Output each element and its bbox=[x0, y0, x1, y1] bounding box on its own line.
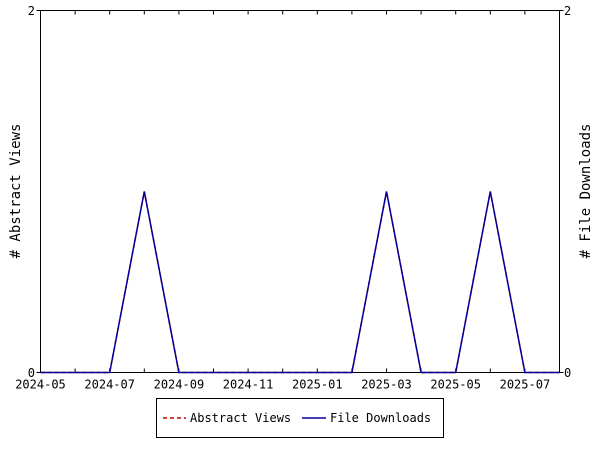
x-tick-label-2024-05: 2024-05 bbox=[15, 378, 66, 392]
x-tick-label-2024-07: 2024-07 bbox=[84, 378, 135, 392]
x-tick-label-2025-05: 2025-05 bbox=[430, 378, 481, 392]
x-tick-label-2025-07: 2025-07 bbox=[500, 378, 551, 392]
series-line-file-downloads bbox=[40, 191, 560, 374]
plot-area-frame bbox=[40, 10, 560, 373]
y-axis-ticks bbox=[36, 10, 564, 373]
y-right-tick-bottom: 0 bbox=[564, 366, 571, 380]
x-tick-label-2024-09: 2024-09 bbox=[154, 378, 205, 392]
x-axis-ticks bbox=[40, 10, 560, 373]
y-right-tick-top: 2 bbox=[564, 4, 571, 18]
y-left-tick-top: 2 bbox=[28, 4, 35, 18]
series-lines bbox=[40, 191, 560, 374]
legend-box bbox=[156, 398, 444, 438]
y-right-axis-title: # File Downloads bbox=[578, 124, 594, 259]
legend-label-file-downloads: File Downloads bbox=[330, 411, 431, 425]
x-axis-tick-labels: 2024-05 2024-07 2024-09 2024-11 2025-01 2025-… bbox=[15, 378, 550, 392]
x-tick-label-2025-01: 2025-01 bbox=[292, 378, 343, 392]
legend-label-abstract-views: Abstract Views bbox=[190, 411, 291, 425]
series-line-abstract-views bbox=[40, 191, 560, 374]
x-tick-label-2025-03: 2025-03 bbox=[361, 378, 412, 392]
legend: Abstract Views File Downloads bbox=[156, 398, 444, 438]
x-tick-label-2024-11: 2024-11 bbox=[223, 378, 274, 392]
y-left-axis-title: # Abstract Views bbox=[8, 124, 24, 259]
y-left-tick-bottom: 0 bbox=[28, 366, 35, 380]
